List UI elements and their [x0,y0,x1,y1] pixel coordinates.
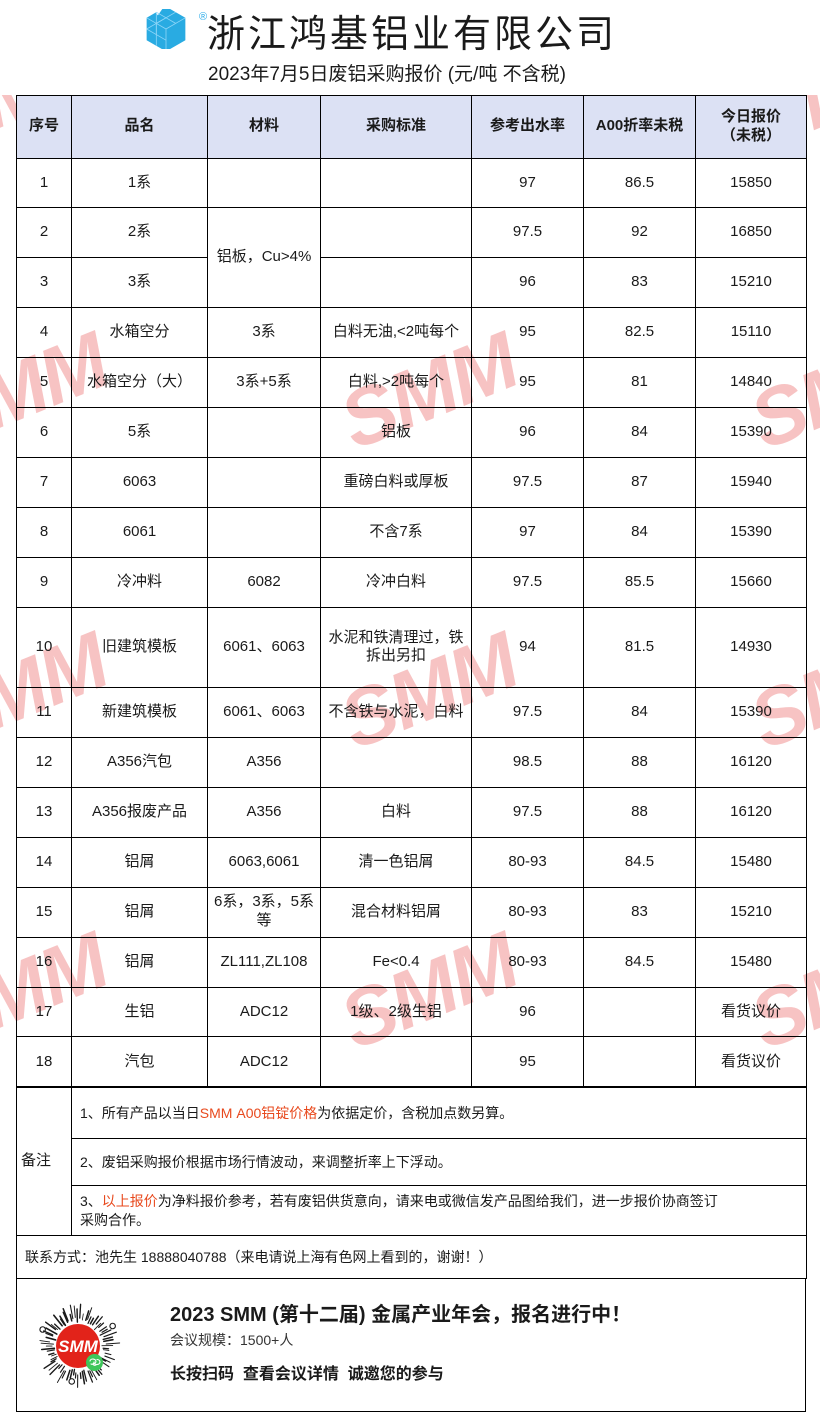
svg-text:SMM: SMM [58,1337,99,1356]
